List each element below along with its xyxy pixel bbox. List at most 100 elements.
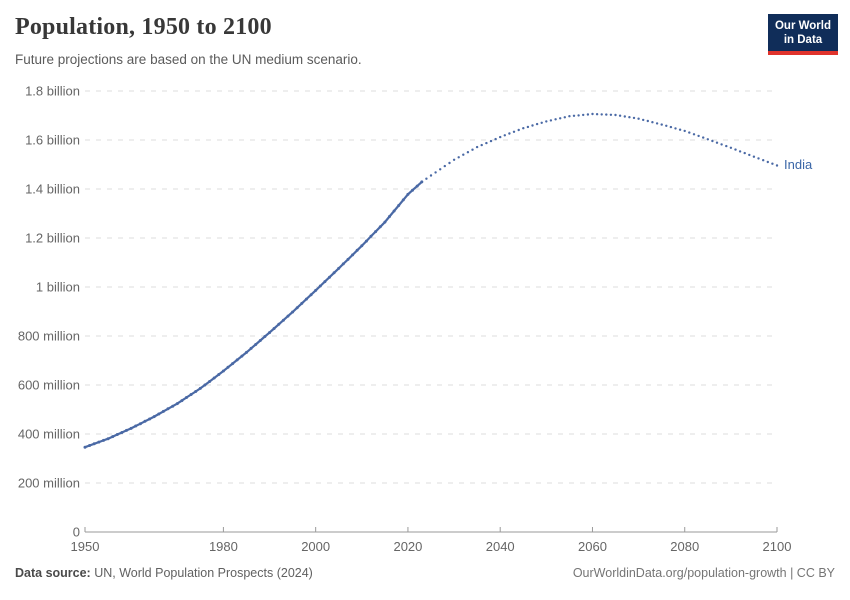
projection-data-point [697, 134, 700, 138]
projection-data-point [512, 130, 516, 133]
projection-data-point [540, 121, 543, 125]
data-source-note: Data source: UN, World Population Prospe… [15, 566, 313, 580]
projection-data-point [720, 143, 723, 146]
projection-data-point [766, 160, 769, 164]
data-point [148, 417, 152, 421]
data-point [272, 327, 276, 330]
data-source-text: UN, World Population Prospects (2024) [94, 566, 313, 580]
data-point [249, 346, 253, 350]
data-point [115, 433, 119, 436]
series-label-india[interactable]: India [784, 157, 813, 173]
data-point [226, 365, 230, 369]
projection-data-point [706, 138, 709, 141]
x-axis-tick-label: 2020 [393, 539, 422, 554]
owid-logo-line1: Our World [774, 20, 831, 32]
data-point [401, 198, 405, 202]
projection-data-point [503, 134, 506, 137]
projection-data-point [429, 174, 433, 177]
data-point [129, 426, 133, 430]
data-point [355, 248, 359, 252]
x-axis-tick-label: 1980 [209, 539, 238, 554]
projection-data-point [526, 125, 530, 129]
projection-data-point [586, 113, 590, 116]
data-point [300, 301, 304, 305]
projection-data-point [757, 157, 760, 160]
projection-data-point [600, 113, 603, 116]
data-point [97, 440, 101, 444]
data-point [235, 358, 239, 362]
projection-data-point [674, 127, 677, 130]
data-point [332, 271, 336, 275]
data-point [304, 297, 308, 301]
india-population-line-historical[interactable] [83, 180, 423, 449]
projection-data-point [725, 144, 728, 148]
attribution-link[interactable]: OurWorldinData.org/population-growth | C… [572, 566, 835, 580]
projection-data-point [489, 139, 493, 143]
y-axis-tick-label: 1.8 billion [25, 84, 80, 99]
data-point [291, 310, 295, 314]
projection-data-point [688, 131, 691, 134]
y-axis-tick-label: 1.4 billion [25, 182, 80, 197]
projection-data-point [775, 164, 779, 167]
data-point [161, 409, 165, 413]
projection-data-point [738, 150, 742, 153]
projection-data-point [554, 118, 557, 121]
data-point [143, 419, 147, 423]
projection-data-point [748, 153, 751, 157]
data-point [198, 386, 202, 390]
projection-data-point [439, 168, 442, 171]
y-axis-tick-label: 200 million [18, 476, 80, 491]
data-point [397, 204, 401, 207]
projection-data-point [499, 135, 502, 139]
projection-data-point [715, 141, 719, 144]
data-point [240, 354, 244, 358]
owid-logo[interactable]: Our World in Data [768, 14, 838, 55]
projection-data-point [457, 156, 460, 159]
data-point [323, 280, 327, 284]
data-point [295, 306, 299, 310]
projection-data-point [508, 132, 511, 135]
data-point [369, 234, 373, 238]
data-point [157, 412, 161, 416]
data-point [286, 314, 290, 318]
y-axis-tick-label: 0 [73, 525, 80, 540]
projection-data-point [642, 118, 645, 122]
projection-data-point [559, 117, 562, 120]
projection-data-point [692, 133, 696, 136]
data-point [415, 184, 419, 188]
data-point [138, 422, 142, 426]
data-point [88, 444, 92, 447]
data-point [374, 230, 378, 234]
data-point [360, 244, 364, 248]
data-point [263, 335, 267, 338]
y-axis-tick-label: 400 million [18, 427, 80, 442]
data-point [111, 435, 115, 439]
owid-logo-line2: in Data [783, 34, 823, 46]
data-point [221, 369, 225, 373]
data-point [185, 396, 188, 399]
data-point [245, 350, 248, 354]
data-point [152, 415, 156, 419]
x-axis-tick-label: 2100 [763, 539, 792, 554]
data-point [194, 390, 198, 393]
data-point [392, 209, 396, 213]
projection-data-point [752, 155, 756, 158]
projection-data-point [591, 112, 594, 116]
projection-data-point [711, 139, 714, 143]
data-point [364, 239, 368, 243]
projection-data-point [669, 125, 673, 129]
projection-data-point [646, 119, 649, 123]
data-point [92, 442, 96, 446]
data-point [337, 266, 341, 270]
data-point [217, 373, 221, 376]
data-source-label: Data source: [15, 566, 91, 580]
data-point [328, 275, 331, 279]
data-point [212, 376, 216, 380]
projection-data-point [628, 116, 631, 119]
data-point [203, 383, 207, 387]
data-point [175, 402, 179, 406]
projection-data-point [545, 120, 548, 123]
projection-data-point [549, 119, 553, 122]
x-axis-tick-label: 2040 [486, 539, 515, 554]
